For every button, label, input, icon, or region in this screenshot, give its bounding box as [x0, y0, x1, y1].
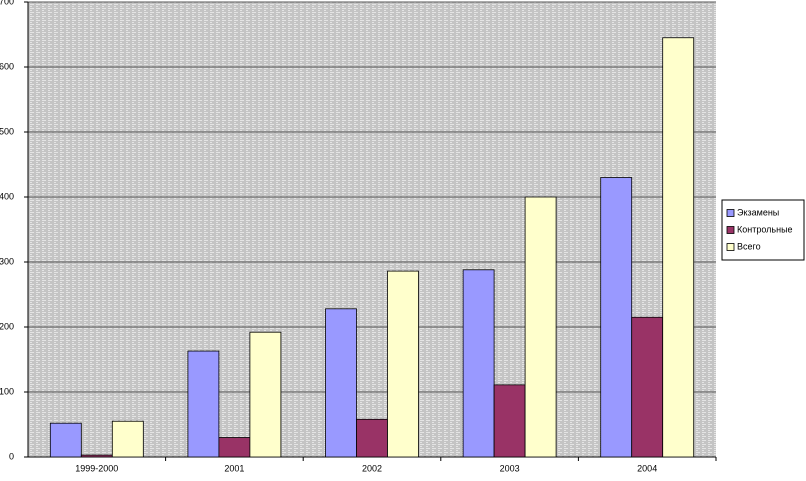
legend-box	[721, 199, 805, 261]
y-tick-label: 700	[0, 0, 14, 6]
legend-swatch	[726, 243, 735, 251]
legend	[721, 199, 805, 261]
y-tick-label: 300	[0, 256, 14, 266]
bar	[600, 177, 633, 458]
x-tick-label: 2004	[637, 463, 657, 473]
x-tick-label: 2002	[362, 463, 382, 473]
legend-label: Контрольные	[737, 224, 793, 234]
x-tick-label: 2001	[224, 463, 244, 473]
y-tick-label: 200	[0, 321, 14, 331]
bar	[462, 269, 495, 458]
bar	[631, 316, 664, 458]
bar	[387, 270, 419, 458]
legend-label: Экзамены	[737, 207, 779, 217]
bar	[49, 422, 82, 458]
bar	[218, 437, 251, 458]
bar	[325, 308, 357, 458]
legend-swatch	[726, 226, 735, 234]
y-tick-label: 600	[0, 61, 14, 71]
bar	[662, 37, 695, 458]
bar	[187, 350, 220, 458]
y-tick-label: 0	[9, 451, 14, 461]
y-tick-label: 500	[0, 126, 14, 136]
y-tick-label: 100	[0, 386, 14, 396]
bar	[524, 196, 557, 458]
legend-swatch	[726, 209, 735, 217]
x-tick-label: 2003	[500, 463, 520, 473]
bar	[111, 420, 144, 458]
y-tick-label: 400	[0, 191, 14, 201]
bar	[249, 331, 282, 458]
legend-label: Всего	[737, 241, 761, 251]
bar	[80, 454, 113, 458]
bar	[356, 418, 388, 458]
bar	[493, 384, 526, 458]
x-tick-label: 1999-2000	[75, 463, 118, 473]
